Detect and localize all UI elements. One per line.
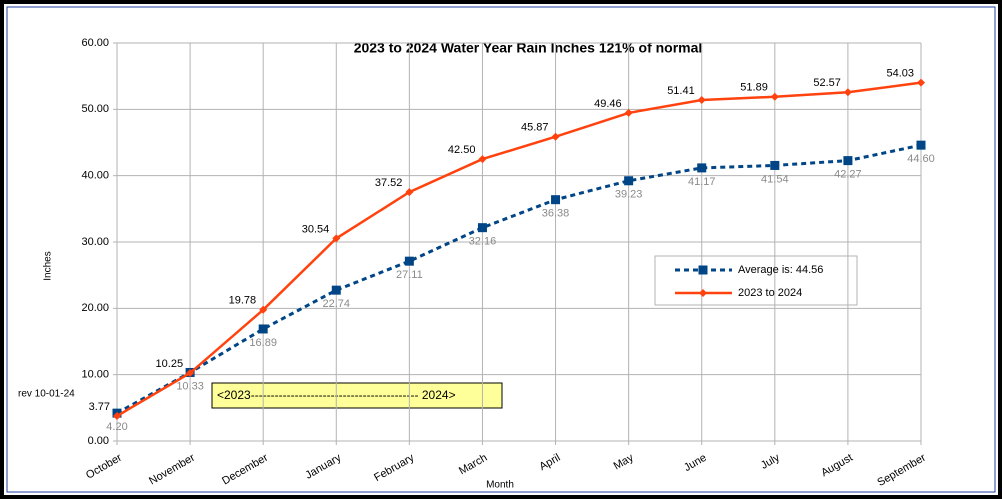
point — [697, 163, 707, 173]
x-tick-label: February — [372, 451, 417, 484]
annotation-box — [211, 382, 503, 409]
legend-label: Average is: 44.56 — [738, 264, 823, 276]
y-tick-label: 10.00 — [81, 369, 109, 381]
y-tick-label: 30.00 — [81, 236, 109, 248]
point — [624, 108, 633, 117]
data-label: 10.25 — [156, 358, 184, 370]
y-axis-label: Inches — [43, 251, 54, 280]
data-label: 3.77 — [89, 401, 110, 413]
legend-marker — [698, 265, 708, 275]
x-tick-label: April — [537, 452, 562, 473]
x-tick-label: June — [682, 452, 709, 474]
data-label: 52.57 — [813, 77, 841, 89]
point — [405, 188, 414, 197]
x-tick-label: October — [84, 452, 124, 482]
data-label: 19.78 — [229, 295, 257, 307]
x-tick-label: March — [457, 452, 489, 478]
data-label: 45.87 — [521, 122, 549, 134]
point — [331, 285, 341, 295]
y-tick-label: 60.00 — [81, 37, 109, 49]
data-label: 16.89 — [249, 337, 277, 349]
annotation: rev 10-01-24 — [18, 389, 75, 400]
series-line — [116, 81, 922, 418]
data-label: 30.54 — [302, 223, 330, 235]
data-label: 4.20 — [106, 421, 127, 433]
x-tick-label: November — [147, 452, 197, 488]
point — [916, 140, 926, 150]
point — [478, 155, 487, 164]
data-label: 10.33 — [176, 380, 204, 392]
point — [404, 256, 414, 266]
y-tick-label: 0.00 — [88, 435, 109, 447]
point — [843, 156, 853, 166]
point — [477, 223, 487, 233]
data-label: 51.89 — [740, 82, 768, 94]
inner-frame — [6, 6, 996, 493]
chart-title: 2023 to 2024 Water Year Rain Inches 121%… — [354, 40, 703, 56]
x-tick-label: May — [612, 451, 636, 472]
y-tick-label: 20.00 — [81, 302, 109, 314]
data-label: 41.54 — [761, 173, 789, 185]
data-label: 51.41 — [667, 85, 695, 97]
legend-marker — [699, 289, 707, 297]
data-label: 54.03 — [886, 68, 914, 80]
legend — [654, 255, 858, 306]
data-label: 39.23 — [615, 189, 643, 201]
point — [770, 92, 779, 101]
point — [917, 78, 925, 87]
y-tick-label: 40.00 — [81, 170, 109, 182]
point — [113, 411, 121, 420]
point — [259, 305, 268, 314]
data-label: 37.52 — [375, 177, 403, 189]
point — [332, 234, 341, 243]
data-label: 36.38 — [542, 208, 570, 220]
x-tick-label: September — [875, 452, 928, 489]
point — [843, 88, 852, 97]
point — [624, 176, 634, 186]
x-tick-label: January — [303, 451, 343, 481]
data-label: 27.11 — [396, 269, 423, 281]
point — [697, 95, 706, 104]
data-label: 41.17 — [688, 176, 716, 188]
legend-label: 2023 to 2024 — [738, 287, 802, 299]
x-tick-label: July — [759, 451, 782, 471]
data-label: 22.74 — [323, 298, 351, 310]
series-line — [116, 143, 922, 415]
data-label: 42.27 — [834, 169, 862, 181]
y-tick-label: 50.00 — [81, 103, 109, 115]
x-tick-label: December — [220, 452, 270, 488]
point — [186, 369, 195, 378]
data-label: 32.16 — [469, 236, 497, 248]
data-label: 44.60 — [907, 153, 935, 165]
data-label: 42.50 — [448, 144, 476, 156]
x-tick-label: August — [819, 452, 855, 480]
point — [551, 195, 561, 205]
data-label: 49.46 — [594, 98, 622, 110]
point — [258, 324, 268, 334]
x-axis-label: Month — [486, 480, 514, 491]
point — [770, 160, 780, 170]
point — [551, 132, 560, 141]
